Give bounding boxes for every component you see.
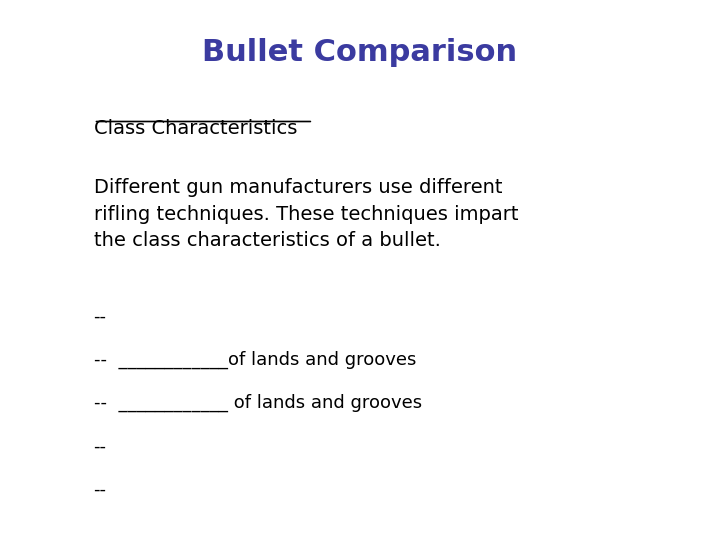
Text: Different gun manufacturers use different
rifling techniques. These techniques i: Different gun manufacturers use differen… [94, 178, 518, 250]
Text: --: -- [94, 437, 107, 455]
Text: Bullet Comparison: Bullet Comparison [202, 38, 518, 67]
Text: --  ____________ of lands and grooves: -- ____________ of lands and grooves [94, 394, 422, 413]
Text: --: -- [94, 481, 107, 498]
Text: --  ____________of lands and grooves: -- ____________of lands and grooves [94, 351, 416, 369]
Text: Class Characteristics: Class Characteristics [94, 119, 297, 138]
Text: --: -- [94, 308, 107, 326]
